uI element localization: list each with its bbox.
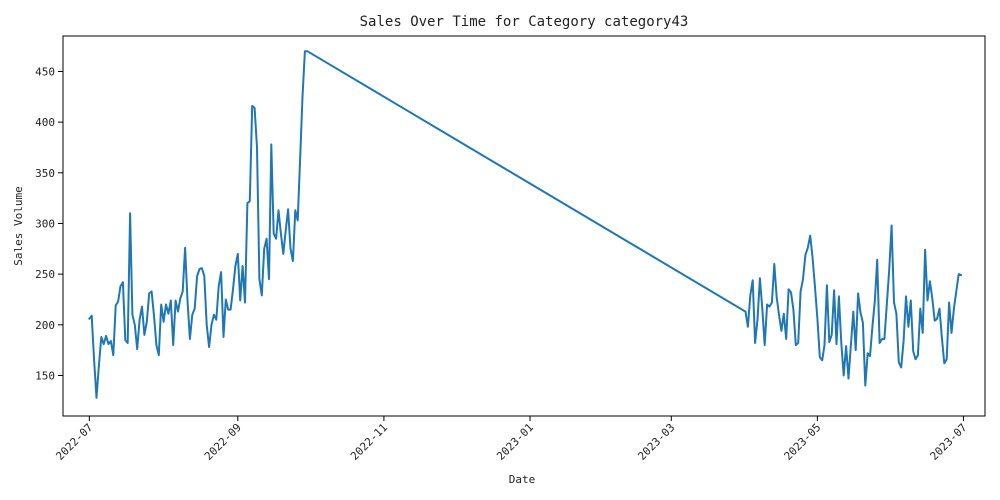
y-tick-label: 300 — [35, 217, 55, 230]
y-tick-label: 150 — [35, 369, 55, 382]
y-tick-label: 200 — [35, 319, 55, 332]
y-tick-label: 450 — [35, 65, 55, 78]
y-axis-label: Sales Volume — [12, 186, 25, 265]
plot-frame — [62, 35, 986, 417]
y-tick-label: 250 — [35, 268, 55, 281]
chart-title: Sales Over Time for Category category43 — [360, 14, 689, 30]
y-tick-label: 350 — [35, 167, 55, 180]
y-tick-label: 400 — [35, 116, 55, 129]
x-axis-label: Date — [509, 473, 536, 486]
sales-series-line — [88, 50, 963, 399]
